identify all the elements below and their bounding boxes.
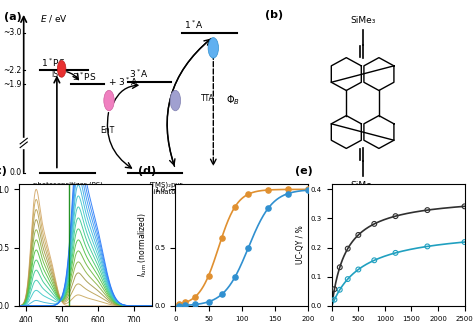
Text: $3^*$A: $3^*$A [129, 68, 149, 80]
Y-axis label: $I_\mathrm{lum}$ (normalized): $I_\mathrm{lum}$ (normalized) [137, 212, 149, 277]
Text: $\mathit{\Phi}_B$: $\mathit{\Phi}_B$ [227, 93, 240, 107]
Text: + $3^*$A: + $3^*$A [108, 76, 138, 88]
Point [392, 213, 399, 219]
Text: $3^*$PS: $3^*$PS [72, 70, 97, 82]
Text: SiMe₃: SiMe₃ [350, 16, 375, 25]
Text: (c): (c) [0, 166, 7, 176]
Text: (a): (a) [3, 12, 21, 22]
Text: $1^*$PS: $1^*$PS [42, 56, 66, 69]
Point [245, 192, 252, 197]
Point [461, 204, 468, 209]
Circle shape [208, 38, 219, 58]
Point [191, 302, 199, 307]
Text: (d): (d) [138, 166, 156, 176]
Point [336, 287, 344, 292]
Text: $1^*$A: $1^*$A [184, 19, 203, 31]
Point [344, 246, 352, 251]
Point [175, 303, 182, 308]
Point [304, 187, 312, 192]
Point [355, 267, 362, 272]
Point [182, 303, 189, 308]
Text: $E$ / eV: $E$ / eV [40, 14, 68, 24]
Text: TTA: TTA [201, 93, 214, 102]
Text: SiMe₃: SiMe₃ [350, 181, 375, 190]
Point [175, 302, 182, 307]
Point [205, 273, 212, 278]
Point [245, 245, 252, 250]
Text: (e): (e) [295, 166, 312, 176]
Point [284, 191, 292, 196]
Point [191, 294, 199, 299]
Circle shape [57, 61, 66, 77]
Point [264, 187, 272, 193]
Point [336, 265, 344, 270]
Point [205, 299, 212, 304]
Text: (TMS)₂pyr
Annihilator (A): (TMS)₂pyr Annihilator (A) [140, 181, 191, 195]
Text: EnT: EnT [100, 126, 115, 135]
Circle shape [104, 90, 114, 111]
Text: ~3.0: ~3.0 [3, 28, 22, 37]
Point [231, 274, 239, 279]
Point [218, 235, 226, 240]
Point [182, 300, 189, 305]
Point [392, 250, 399, 255]
Point [231, 204, 239, 209]
Point [461, 240, 468, 245]
Text: photosensitizer (PS): photosensitizer (PS) [33, 181, 102, 188]
Point [355, 232, 362, 238]
Point [304, 188, 312, 193]
Text: ~1.9: ~1.9 [3, 80, 22, 89]
Text: 0.0: 0.0 [9, 168, 22, 177]
Text: ~2.2: ~2.2 [3, 66, 22, 75]
Point [424, 244, 431, 249]
Point [218, 292, 226, 297]
Point [331, 297, 338, 302]
Y-axis label: UC-QY / %: UC-QY / % [296, 225, 305, 264]
Point [371, 258, 378, 263]
Point [424, 207, 431, 213]
Point [331, 287, 338, 292]
Point [284, 187, 292, 192]
Point [344, 277, 352, 282]
Point [371, 221, 378, 226]
Point [264, 205, 272, 211]
Circle shape [170, 90, 181, 111]
Text: (b): (b) [265, 10, 283, 20]
Text: ISC: ISC [51, 70, 63, 79]
